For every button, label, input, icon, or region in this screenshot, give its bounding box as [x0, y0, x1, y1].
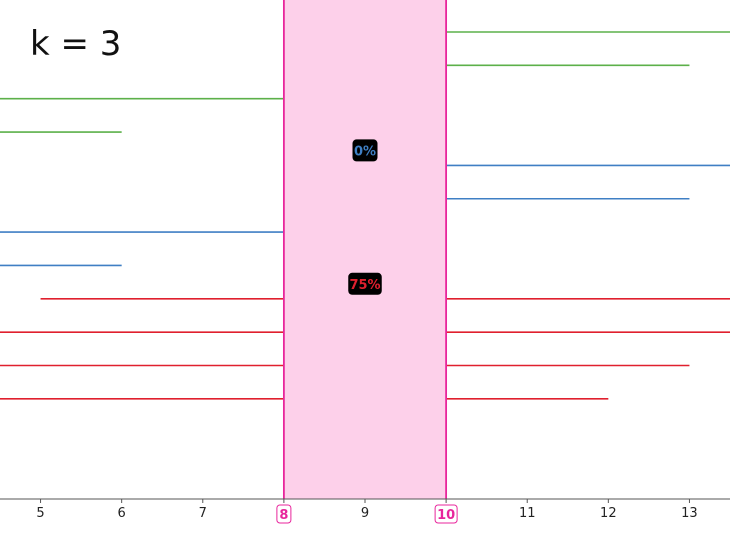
x-tick-label-11: 11 — [519, 506, 536, 521]
x-tick-label-5: 5 — [36, 506, 44, 521]
x-tick-label-10: 10 — [437, 508, 455, 523]
x-tick-label-7: 7 — [199, 506, 207, 521]
x-tick-label-12: 12 — [600, 506, 617, 521]
percent-badge-label-1: 0% — [354, 144, 376, 159]
x-tick-label-8: 8 — [279, 508, 288, 523]
x-axis-ticks: 5 6 7 8 9 10 11 12 13 — [36, 499, 698, 524]
x-tick-label-13: 13 — [681, 506, 698, 521]
x-tick-label-9: 9 — [361, 506, 369, 521]
percent-badge-label-2: 75% — [349, 278, 380, 293]
highlight-band — [283, 0, 447, 499]
percent-badges: 0% 75% — [348, 139, 382, 295]
percent-badge-bg-2 — [348, 272, 382, 295]
x-tick-label-6: 6 — [118, 506, 126, 521]
percent-badge-bg-1 — [352, 139, 378, 162]
x-tick-highlight-box-10 — [434, 504, 458, 524]
highlight-region — [282, 0, 448, 499]
x-tick-highlight-box-8 — [276, 504, 292, 524]
chart-title: k = 3 — [30, 24, 121, 64]
